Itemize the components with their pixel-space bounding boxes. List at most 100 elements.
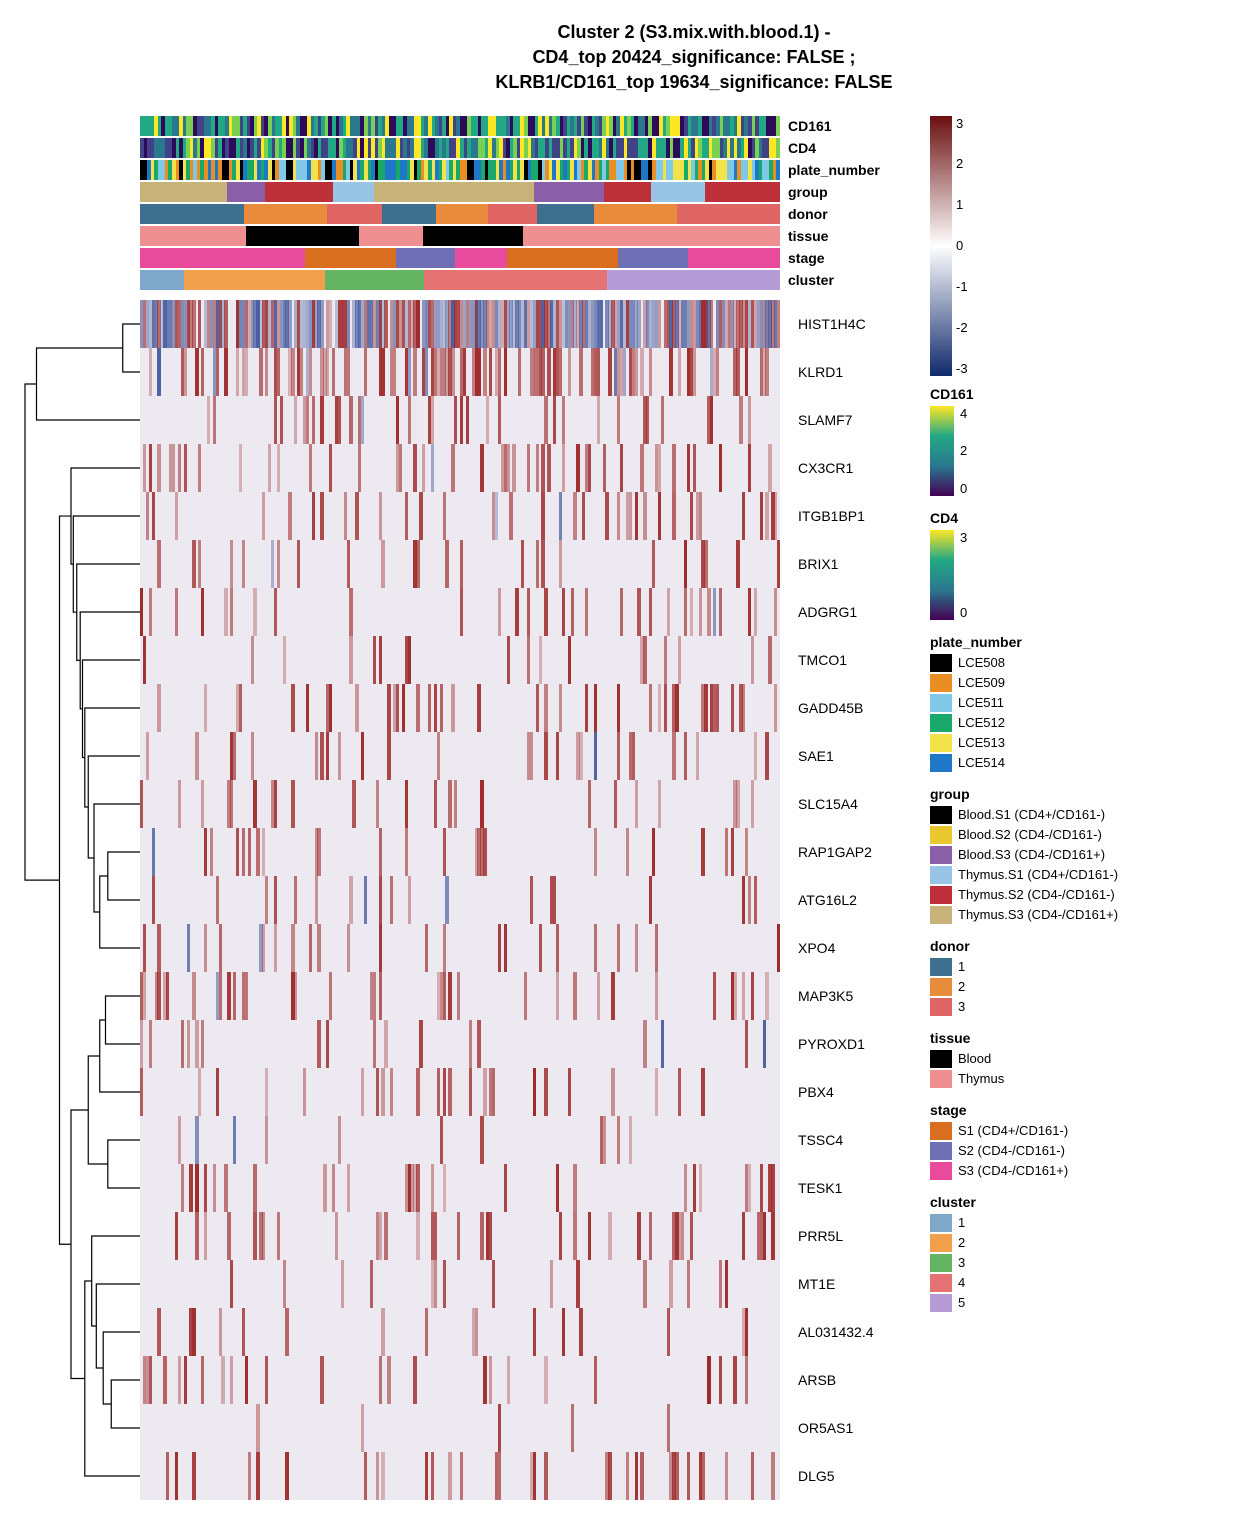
heatmap-row: SAE1 <box>140 732 874 780</box>
legend-stage: stageS1 (CD4+/CD161-)S2 (CD4-/CD161-)S3 … <box>930 1102 1240 1180</box>
heatmap-row: MT1E <box>140 1260 874 1308</box>
legend-tick: 4 <box>960 406 967 421</box>
legend-swatch <box>930 1070 952 1088</box>
annotation-bar <box>140 182 780 202</box>
legend-title: cluster <box>930 1194 1240 1210</box>
legend-item: S3 (CD4-/CD161+) <box>930 1162 1240 1180</box>
colorbar-tick: 3 <box>956 116 968 131</box>
legend-item: Thymus.S1 (CD4+/CD161-) <box>930 866 1240 884</box>
heatmap-row: GADD45B <box>140 684 874 732</box>
legend-label: 1 <box>958 1215 965 1230</box>
legend-CD4: CD430 <box>930 510 1240 620</box>
legend-item: Blood.S1 (CD4+/CD161-) <box>930 806 1240 824</box>
legend-label: Thymus.S2 (CD4-/CD161-) <box>958 887 1115 902</box>
heatmap-row: RAP1GAP2 <box>140 828 874 876</box>
gene-label: BRIX1 <box>798 540 838 588</box>
legend-label: S3 (CD4-/CD161+) <box>958 1163 1068 1178</box>
legend-label: LCE513 <box>958 735 1005 750</box>
legend-item: LCE509 <box>930 674 1240 692</box>
legend-item: LCE513 <box>930 734 1240 752</box>
annotation-tracks: CD161CD4plate_numbergroupdonortissuestag… <box>140 116 920 292</box>
colorbar-tick: 0 <box>956 238 968 253</box>
legend-swatch <box>930 1234 952 1252</box>
gene-label: TMCO1 <box>798 636 847 684</box>
annotation-label: CD161 <box>788 116 832 136</box>
legend-swatch <box>930 1122 952 1140</box>
heatmap-row: TMCO1 <box>140 636 874 684</box>
legend-swatch <box>930 754 952 772</box>
legend-swatch <box>930 906 952 924</box>
heatmap-row: BRIX1 <box>140 540 874 588</box>
heatmap-row: TSSC4 <box>140 1116 874 1164</box>
legend-item: LCE512 <box>930 714 1240 732</box>
heatmap-section: HIST1H4CKLRD1SLAMF7CX3CR1ITGB1BP1BRIX1AD… <box>20 300 920 1505</box>
annotation-bar <box>140 226 780 246</box>
legend-tick: 2 <box>960 443 967 458</box>
gene-label: SLAMF7 <box>798 396 852 444</box>
gene-label: DLG5 <box>798 1452 835 1500</box>
legend-swatch <box>930 866 952 884</box>
heatmap-row: TESK1 <box>140 1164 874 1212</box>
gene-label: HIST1H4C <box>798 300 866 348</box>
gene-label: CX3CR1 <box>798 444 853 492</box>
title-line-3: KLRB1/CD161_top 19634_significance: FALS… <box>120 70 1248 95</box>
annotation-row-group: group <box>140 182 920 202</box>
heatmap-row: AL031432.4 <box>140 1308 874 1356</box>
annotation-label: tissue <box>788 226 828 246</box>
gene-label: SAE1 <box>798 732 834 780</box>
legend-item: LCE514 <box>930 754 1240 772</box>
colorbar-tick: -3 <box>956 361 968 376</box>
legend-swatch <box>930 1214 952 1232</box>
heatmap-row: MAP3K5 <box>140 972 874 1020</box>
annotation-row-CD161: CD161 <box>140 116 920 136</box>
legend-item: LCE508 <box>930 654 1240 672</box>
heatmap-row: ADGRG1 <box>140 588 874 636</box>
heatmap-row: HIST1H4C <box>140 300 874 348</box>
annotation-row-plate_number: plate_number <box>140 160 920 180</box>
legend-item: S1 (CD4+/CD161-) <box>930 1122 1240 1140</box>
legend-plate_number: plate_numberLCE508LCE509LCE511LCE512LCE5… <box>930 634 1240 772</box>
legend-donor: donor123 <box>930 938 1240 1016</box>
legend-title: tissue <box>930 1030 1240 1046</box>
legend-label: 4 <box>958 1275 965 1290</box>
legend-title: plate_number <box>930 634 1240 650</box>
legend-label: Blood.S2 (CD4-/CD161-) <box>958 827 1102 842</box>
title-line-1: Cluster 2 (S3.mix.with.blood.1) - <box>120 20 1248 45</box>
legend-swatch <box>930 1142 952 1160</box>
legend-label: Thymus.S1 (CD4+/CD161-) <box>958 867 1118 882</box>
legend-label: Thymus <box>958 1071 1004 1086</box>
legend-label: 3 <box>958 1255 965 1270</box>
legend-swatch <box>930 998 952 1016</box>
legend-swatch <box>930 694 952 712</box>
legend-item: 3 <box>930 1254 1240 1272</box>
colorbar-tick: 2 <box>956 156 968 171</box>
annotation-row-stage: stage <box>140 248 920 268</box>
annotation-bar <box>140 160 780 180</box>
legend-label: Blood.S1 (CD4+/CD161-) <box>958 807 1105 822</box>
legend-label: LCE514 <box>958 755 1005 770</box>
legend-swatch <box>930 958 952 976</box>
annotation-bar <box>140 116 780 136</box>
annotation-bar <box>140 138 780 158</box>
legend-label: 2 <box>958 979 965 994</box>
gene-label: OR5AS1 <box>798 1404 853 1452</box>
legend-item: 2 <box>930 978 1240 996</box>
legend-swatch <box>930 714 952 732</box>
heatmap-row: PBX4 <box>140 1068 874 1116</box>
colorbar-tick: -1 <box>956 279 968 294</box>
legend-label: Blood.S3 (CD4-/CD161+) <box>958 847 1105 862</box>
legend-item: Blood.S3 (CD4-/CD161+) <box>930 846 1240 864</box>
legend-label: 1 <box>958 959 965 974</box>
legend-item: Thymus.S2 (CD4-/CD161-) <box>930 886 1240 904</box>
annotation-label: group <box>788 182 828 202</box>
legend-swatch <box>930 1274 952 1292</box>
legend-swatch <box>930 1254 952 1272</box>
legend-group: groupBlood.S1 (CD4+/CD161-)Blood.S2 (CD4… <box>930 786 1240 924</box>
annotation-bar <box>140 270 780 290</box>
legend-tissue: tissueBloodThymus <box>930 1030 1240 1088</box>
gene-label: RAP1GAP2 <box>798 828 872 876</box>
annotation-label: stage <box>788 248 825 268</box>
annotation-row-tissue: tissue <box>140 226 920 246</box>
legend-cluster: cluster12345 <box>930 1194 1240 1312</box>
annotation-label: cluster <box>788 270 834 290</box>
